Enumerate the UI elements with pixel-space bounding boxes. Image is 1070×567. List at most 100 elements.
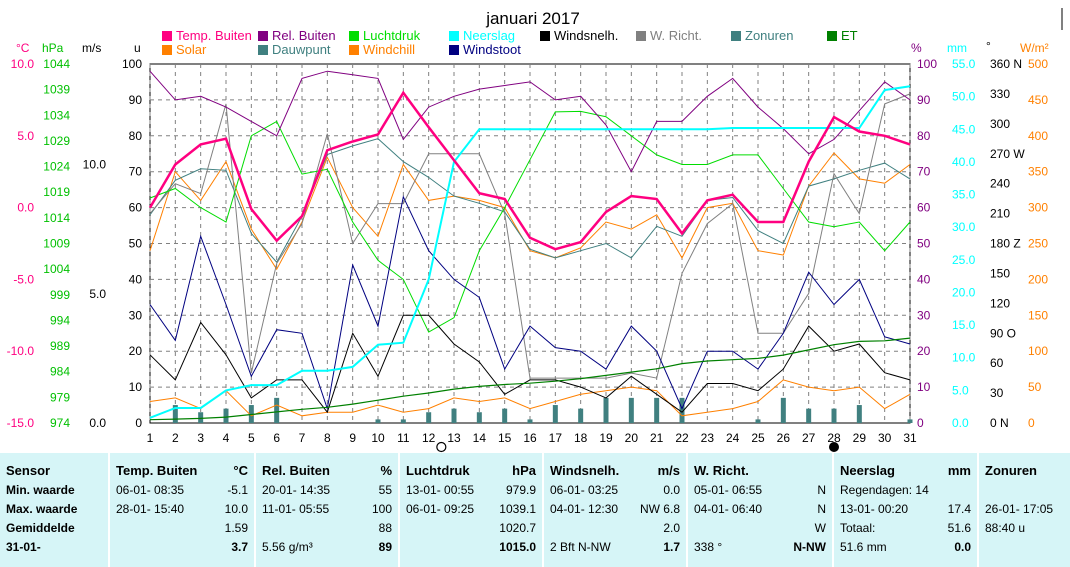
stats-header: Neerslag mm: [840, 463, 971, 478]
direction-axis-tick: 90 O: [990, 326, 1016, 340]
stats-row: 06-01- 03:25 0.0: [550, 483, 680, 497]
direction-axis-tick: 180 Z: [990, 237, 1021, 251]
wind-axis-tick: 5.0: [89, 287, 106, 301]
series-lines: [148, 70, 911, 421]
stats-row: 04-01- 06:40 N: [694, 502, 826, 516]
series-luchtdruk-line: [149, 110, 911, 333]
stats-labels-column: Sensor Min. waarde Max. waarde Gemiddelde 31…: [0, 453, 108, 567]
legend-label: Dauwpunt: [272, 42, 331, 57]
stats-row: 28-01- 15:40 10.0: [116, 502, 248, 516]
stats-separator: [108, 453, 110, 567]
stats-header: Luchtdruk hPa: [406, 463, 536, 478]
stats-row: Totaal: 51.6: [840, 521, 971, 535]
legend-label: Neerslag: [463, 28, 515, 43]
solar-axis-tick: 100: [1028, 344, 1048, 358]
rain-axis-tick: 35.0: [952, 188, 976, 202]
pressure-unit: hPa: [42, 41, 64, 55]
solar-axis-tick: 150: [1028, 308, 1048, 322]
x-tick-label: 14: [473, 431, 487, 445]
stats-row-label: Gemiddelde: [6, 521, 75, 535]
x-tick-label: 9: [349, 431, 356, 445]
x-tick-label: 16: [523, 431, 537, 445]
series-dauwpunt-line: [149, 138, 911, 264]
legend-swatch: [162, 31, 172, 41]
pressure-axis-tick: 999: [50, 288, 70, 302]
hours-axis-tick: 50: [129, 237, 143, 251]
zonuren-bar: [831, 408, 837, 423]
rain-axis-tick: 5.0: [952, 383, 969, 397]
zonuren-bar: [806, 408, 812, 423]
pressure-axis-tick: 1004: [43, 262, 70, 276]
x-tick-label: 25: [751, 431, 765, 445]
stats-row: 88:40 u: [985, 521, 1026, 535]
temp-axis-tick: -5.0: [13, 272, 34, 286]
legend-swatch: [636, 31, 646, 41]
stats-separator: [686, 453, 688, 567]
stats-row: 06-01- 09:25 1039.1: [406, 502, 536, 516]
hours-axis-tick: 100: [122, 57, 142, 71]
direction-axis-tick: 60: [990, 356, 1004, 370]
humidity-unit: %: [911, 41, 922, 55]
legend-swatch: [349, 31, 359, 41]
x-tick-label: 13: [447, 431, 461, 445]
humidity-axis-tick: 10: [917, 380, 931, 394]
rain-axis-tick: 30.0: [952, 220, 976, 234]
zonuren-bar: [172, 405, 178, 423]
direction-axis-tick: 150: [990, 266, 1010, 280]
stats-row: 2.0: [663, 521, 680, 535]
zonuren-bar: [274, 397, 280, 423]
solar-axis-tick: 200: [1028, 272, 1048, 286]
x-tick-label: 7: [299, 431, 306, 445]
legend-label: Windstoot: [463, 42, 521, 57]
x-tick-label: 1: [147, 431, 154, 445]
stats-section-sun: Zonuren 26-01- 17:05 88:40 u: [979, 453, 1070, 567]
direction-axis-tick: 360 N: [990, 57, 1022, 71]
rain-axis-tick: 50.0: [952, 90, 976, 104]
legend: Temp. Buiten Rel. Buiten Luchtdruk Neerslag…: [162, 28, 858, 57]
stats-row: 5.56 g/m³ 89: [262, 540, 392, 554]
x-tick-label: 5: [248, 431, 255, 445]
pressure-axis-tick: 1014: [43, 211, 70, 225]
zonuren-bar: [426, 412, 432, 423]
legend-label: Windchill: [363, 42, 415, 57]
stats-section-wind: Windsnelh. m/s 06-01- 03:25 0.0 04-01- 12:30…: [544, 453, 686, 567]
pressure-axis-tick: 1044: [43, 57, 70, 71]
x-tick-label: 21: [650, 431, 664, 445]
stats-section-rh: Rel. Buiten% 20-01- 14:35 55 11-01- 05:55 10…: [256, 453, 398, 567]
hours-axis-tick: 0: [135, 416, 142, 430]
stats-row: 20-01- 14:35 55: [262, 483, 392, 497]
markers: [436, 441, 839, 453]
legend-swatch: [540, 31, 550, 41]
legend-swatch: [258, 31, 268, 41]
solar-axis-tick: 0: [1028, 416, 1035, 430]
grid: [149, 63, 911, 424]
stats-row: 1.59: [224, 521, 248, 535]
humidity-axis-tick: 0: [917, 416, 924, 430]
x-tick-label: 27: [802, 431, 816, 445]
series-temp-buiten-line: [148, 90, 911, 251]
zonuren-bar: [907, 419, 913, 423]
stats-row: 2 Bft N-NW 1.7: [550, 540, 680, 554]
x-tick-label: 17: [549, 431, 563, 445]
statistics-table: Sensor Min. waarde Max. waarde Gemiddelde 31…: [0, 453, 1070, 567]
hours-unit: u: [134, 41, 141, 55]
stats-section-baro: Luchtdruk hPa 13-01- 00:55 979.9 06-01- 09:2…: [400, 453, 542, 567]
weather-chart: januari 2017 10.05.00.0-5.0-10.0-15.0104…: [7, 8, 1063, 453]
direction-axis-tick: 270 W: [990, 147, 1025, 161]
zonuren-bar: [198, 412, 204, 423]
hours-axis-tick: 60: [129, 201, 143, 215]
rain-axis-tick: 55.0: [952, 57, 976, 71]
solar-axis-tick: 250: [1028, 237, 1048, 251]
legend-label: Temp. Buiten: [176, 28, 252, 43]
stats-section-temp: Temp. Buiten °C 06-01- 08:35 -5.1 28-01- 15:…: [110, 453, 254, 567]
stats-row: 06-01- 08:35 -5.1: [116, 483, 248, 497]
wind-axis-tick: 0.0: [89, 416, 106, 430]
x-tick-label: 20: [625, 431, 639, 445]
stats-row: 338 ° N-NW: [694, 540, 826, 554]
stats-row: Regendagen: 14: [840, 483, 929, 497]
zonuren-bar: [552, 405, 558, 423]
stats-row: W: [814, 521, 826, 535]
humidity-axis-tick: 20: [917, 344, 931, 358]
rain-unit: mm: [947, 41, 967, 55]
temp-unit: °C: [16, 41, 30, 55]
